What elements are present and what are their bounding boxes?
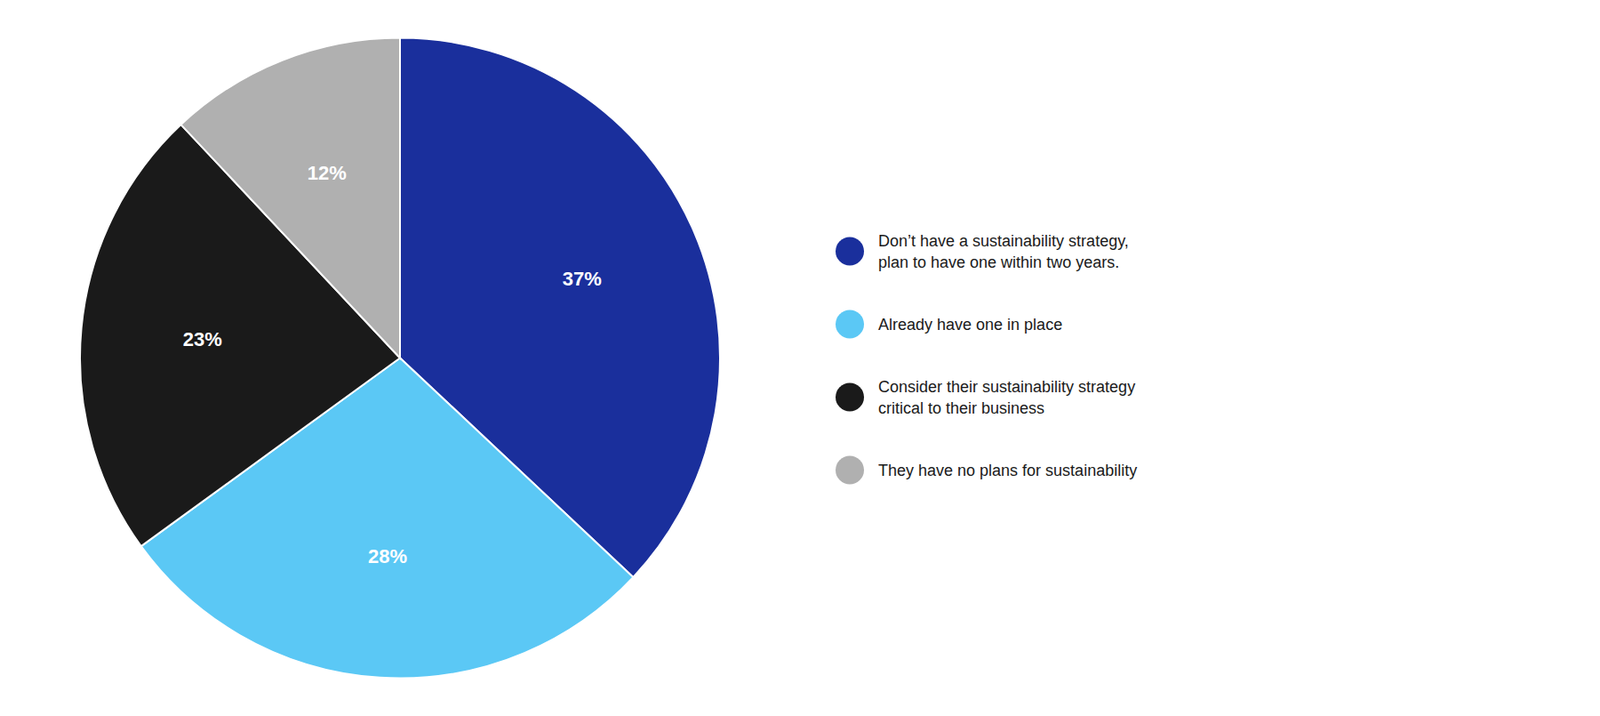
slices xyxy=(80,38,720,679)
slice-label: 12% xyxy=(307,161,347,184)
legend: Don’t have a sustainability strategy, pla… xyxy=(835,232,1137,485)
legend-swatch xyxy=(835,383,864,412)
legend-label-line: critical to their business xyxy=(878,399,1045,417)
legend-label: Already have one in place xyxy=(878,315,1063,334)
slice-label: 23% xyxy=(183,328,223,351)
legend-label: They have no plans for sustainability xyxy=(878,461,1137,480)
legend-swatch xyxy=(835,237,864,266)
legend-label: Consider their sustainability strategy cr… xyxy=(878,377,1136,417)
slice-label: 28% xyxy=(368,544,408,568)
chart-container: 37% 28% 23% 12% Don’t have a sustainability … xyxy=(0,0,1600,716)
pie-slice xyxy=(181,38,400,359)
legend-label-line: plan to have one within two years. xyxy=(878,253,1120,272)
chart: 37% 28% 23% 12% Don’t have a sustainability … xyxy=(0,0,1600,716)
legend-swatch xyxy=(835,456,864,485)
legend-swatch xyxy=(835,310,864,339)
legend-label-line: Already have one in place xyxy=(878,315,1063,334)
legend-label: Don’t have a sustainability strategy, pla… xyxy=(878,232,1129,272)
slice-label: 37% xyxy=(562,267,602,290)
legend-label-line: They have no plans for sustainability xyxy=(878,461,1137,480)
legend-label-line: Consider their sustainability strategy xyxy=(878,377,1136,396)
slice-labels: 37% 28% 23% 12% xyxy=(183,161,602,567)
legend-label-line: Don’t have a sustainability strategy, xyxy=(878,232,1129,250)
